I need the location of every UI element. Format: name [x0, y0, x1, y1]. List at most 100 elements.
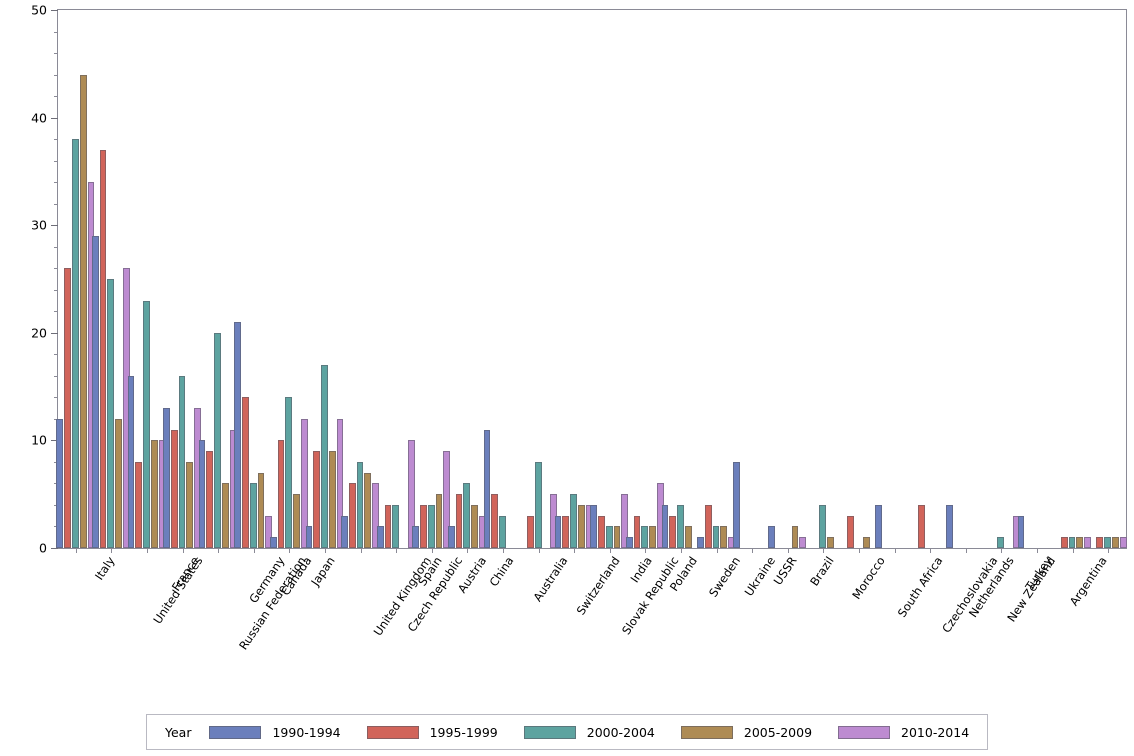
bar[interactable] [214, 332, 222, 548]
bar[interactable] [242, 397, 249, 548]
bar[interactable] [732, 461, 740, 548]
bar[interactable] [56, 418, 64, 548]
bar[interactable] [1076, 537, 1084, 548]
bar[interactable] [107, 279, 115, 548]
bar[interactable] [443, 451, 451, 548]
bar[interactable] [143, 300, 150, 548]
bar[interactable] [348, 483, 356, 548]
bar[interactable] [720, 526, 728, 548]
bar[interactable] [277, 440, 285, 548]
bar[interactable] [321, 365, 328, 548]
legend-entry[interactable]: 2000-2004 [523, 725, 655, 740]
bar[interactable] [285, 397, 293, 548]
bar[interactable] [499, 515, 506, 548]
bar[interactable] [336, 418, 344, 548]
bar[interactable] [222, 483, 229, 548]
bar[interactable] [578, 504, 585, 548]
bar[interactable] [265, 515, 273, 548]
bar[interactable] [819, 504, 827, 548]
bar[interactable] [455, 494, 463, 548]
bar[interactable] [570, 494, 578, 548]
legend-entry[interactable]: 1990-1994 [209, 725, 341, 740]
bar[interactable] [356, 461, 364, 548]
bar[interactable] [669, 515, 677, 548]
bar[interactable] [625, 537, 633, 548]
bar[interactable] [198, 440, 206, 548]
legend-entry[interactable]: 1995-1999 [366, 725, 498, 740]
bar[interactable] [249, 483, 257, 548]
bar[interactable] [313, 451, 321, 548]
bar[interactable] [392, 504, 400, 548]
bar[interactable] [562, 515, 570, 548]
bar[interactable] [712, 526, 720, 548]
bar[interactable] [427, 504, 435, 548]
bar[interactable] [178, 375, 186, 548]
bar[interactable] [435, 494, 443, 548]
bar[interactable] [483, 429, 491, 548]
bar[interactable] [621, 494, 629, 548]
bar[interactable] [613, 526, 621, 548]
bar[interactable] [163, 408, 170, 548]
bar[interactable] [649, 526, 657, 548]
bar[interactable] [71, 139, 79, 548]
bar[interactable] [301, 418, 308, 548]
bar[interactable] [186, 461, 194, 548]
bar[interactable] [791, 526, 799, 548]
bar[interactable] [364, 472, 372, 548]
bar[interactable] [99, 149, 107, 548]
bar[interactable] [293, 494, 301, 548]
bar[interactable] [997, 537, 1005, 548]
bar[interactable] [862, 537, 870, 548]
bar[interactable] [257, 472, 265, 548]
legend-entry[interactable]: 2005-2009 [680, 725, 812, 740]
bar[interactable] [328, 451, 336, 548]
bar[interactable] [64, 268, 71, 548]
bar[interactable] [407, 440, 415, 548]
bar[interactable] [946, 504, 954, 548]
bar[interactable] [768, 526, 776, 548]
bar[interactable] [372, 483, 380, 548]
bar[interactable] [847, 515, 855, 548]
bar[interactable] [1084, 537, 1092, 548]
bar[interactable] [1119, 537, 1127, 548]
bar[interactable] [1096, 537, 1104, 548]
bar[interactable] [704, 504, 712, 548]
bar[interactable] [91, 235, 99, 548]
bar[interactable] [463, 483, 471, 548]
bar[interactable] [79, 74, 87, 548]
bar[interactable] [206, 451, 214, 548]
bar[interactable] [641, 526, 649, 548]
bar[interactable] [684, 526, 692, 548]
bar[interactable] [1017, 515, 1025, 548]
bar[interactable] [491, 494, 499, 548]
bar[interactable] [150, 440, 158, 548]
bar[interactable] [447, 526, 455, 548]
bar[interactable] [269, 537, 277, 548]
bar[interactable] [127, 375, 135, 548]
bar[interactable] [554, 515, 562, 548]
bar[interactable] [677, 504, 684, 548]
bar[interactable] [376, 526, 384, 548]
bar[interactable] [341, 515, 348, 548]
bar[interactable] [526, 515, 534, 548]
bar[interactable] [115, 418, 123, 548]
bar[interactable] [697, 537, 704, 548]
bar[interactable] [234, 322, 242, 548]
bar[interactable] [918, 504, 926, 548]
bar[interactable] [534, 461, 542, 548]
bar[interactable] [633, 515, 641, 548]
bar[interactable] [875, 504, 882, 548]
bar[interactable] [420, 504, 427, 548]
bar[interactable] [827, 537, 835, 548]
bar[interactable] [135, 461, 143, 548]
legend-entry[interactable]: 2010-2014 [838, 725, 969, 740]
bar[interactable] [598, 515, 605, 548]
bar[interactable] [305, 526, 313, 548]
bar[interactable] [1060, 537, 1068, 548]
bar[interactable] [799, 537, 807, 548]
bar[interactable] [170, 429, 178, 548]
bar[interactable] [661, 504, 669, 548]
bar[interactable] [1068, 537, 1076, 548]
bar[interactable] [471, 504, 479, 548]
bar[interactable] [590, 504, 598, 548]
